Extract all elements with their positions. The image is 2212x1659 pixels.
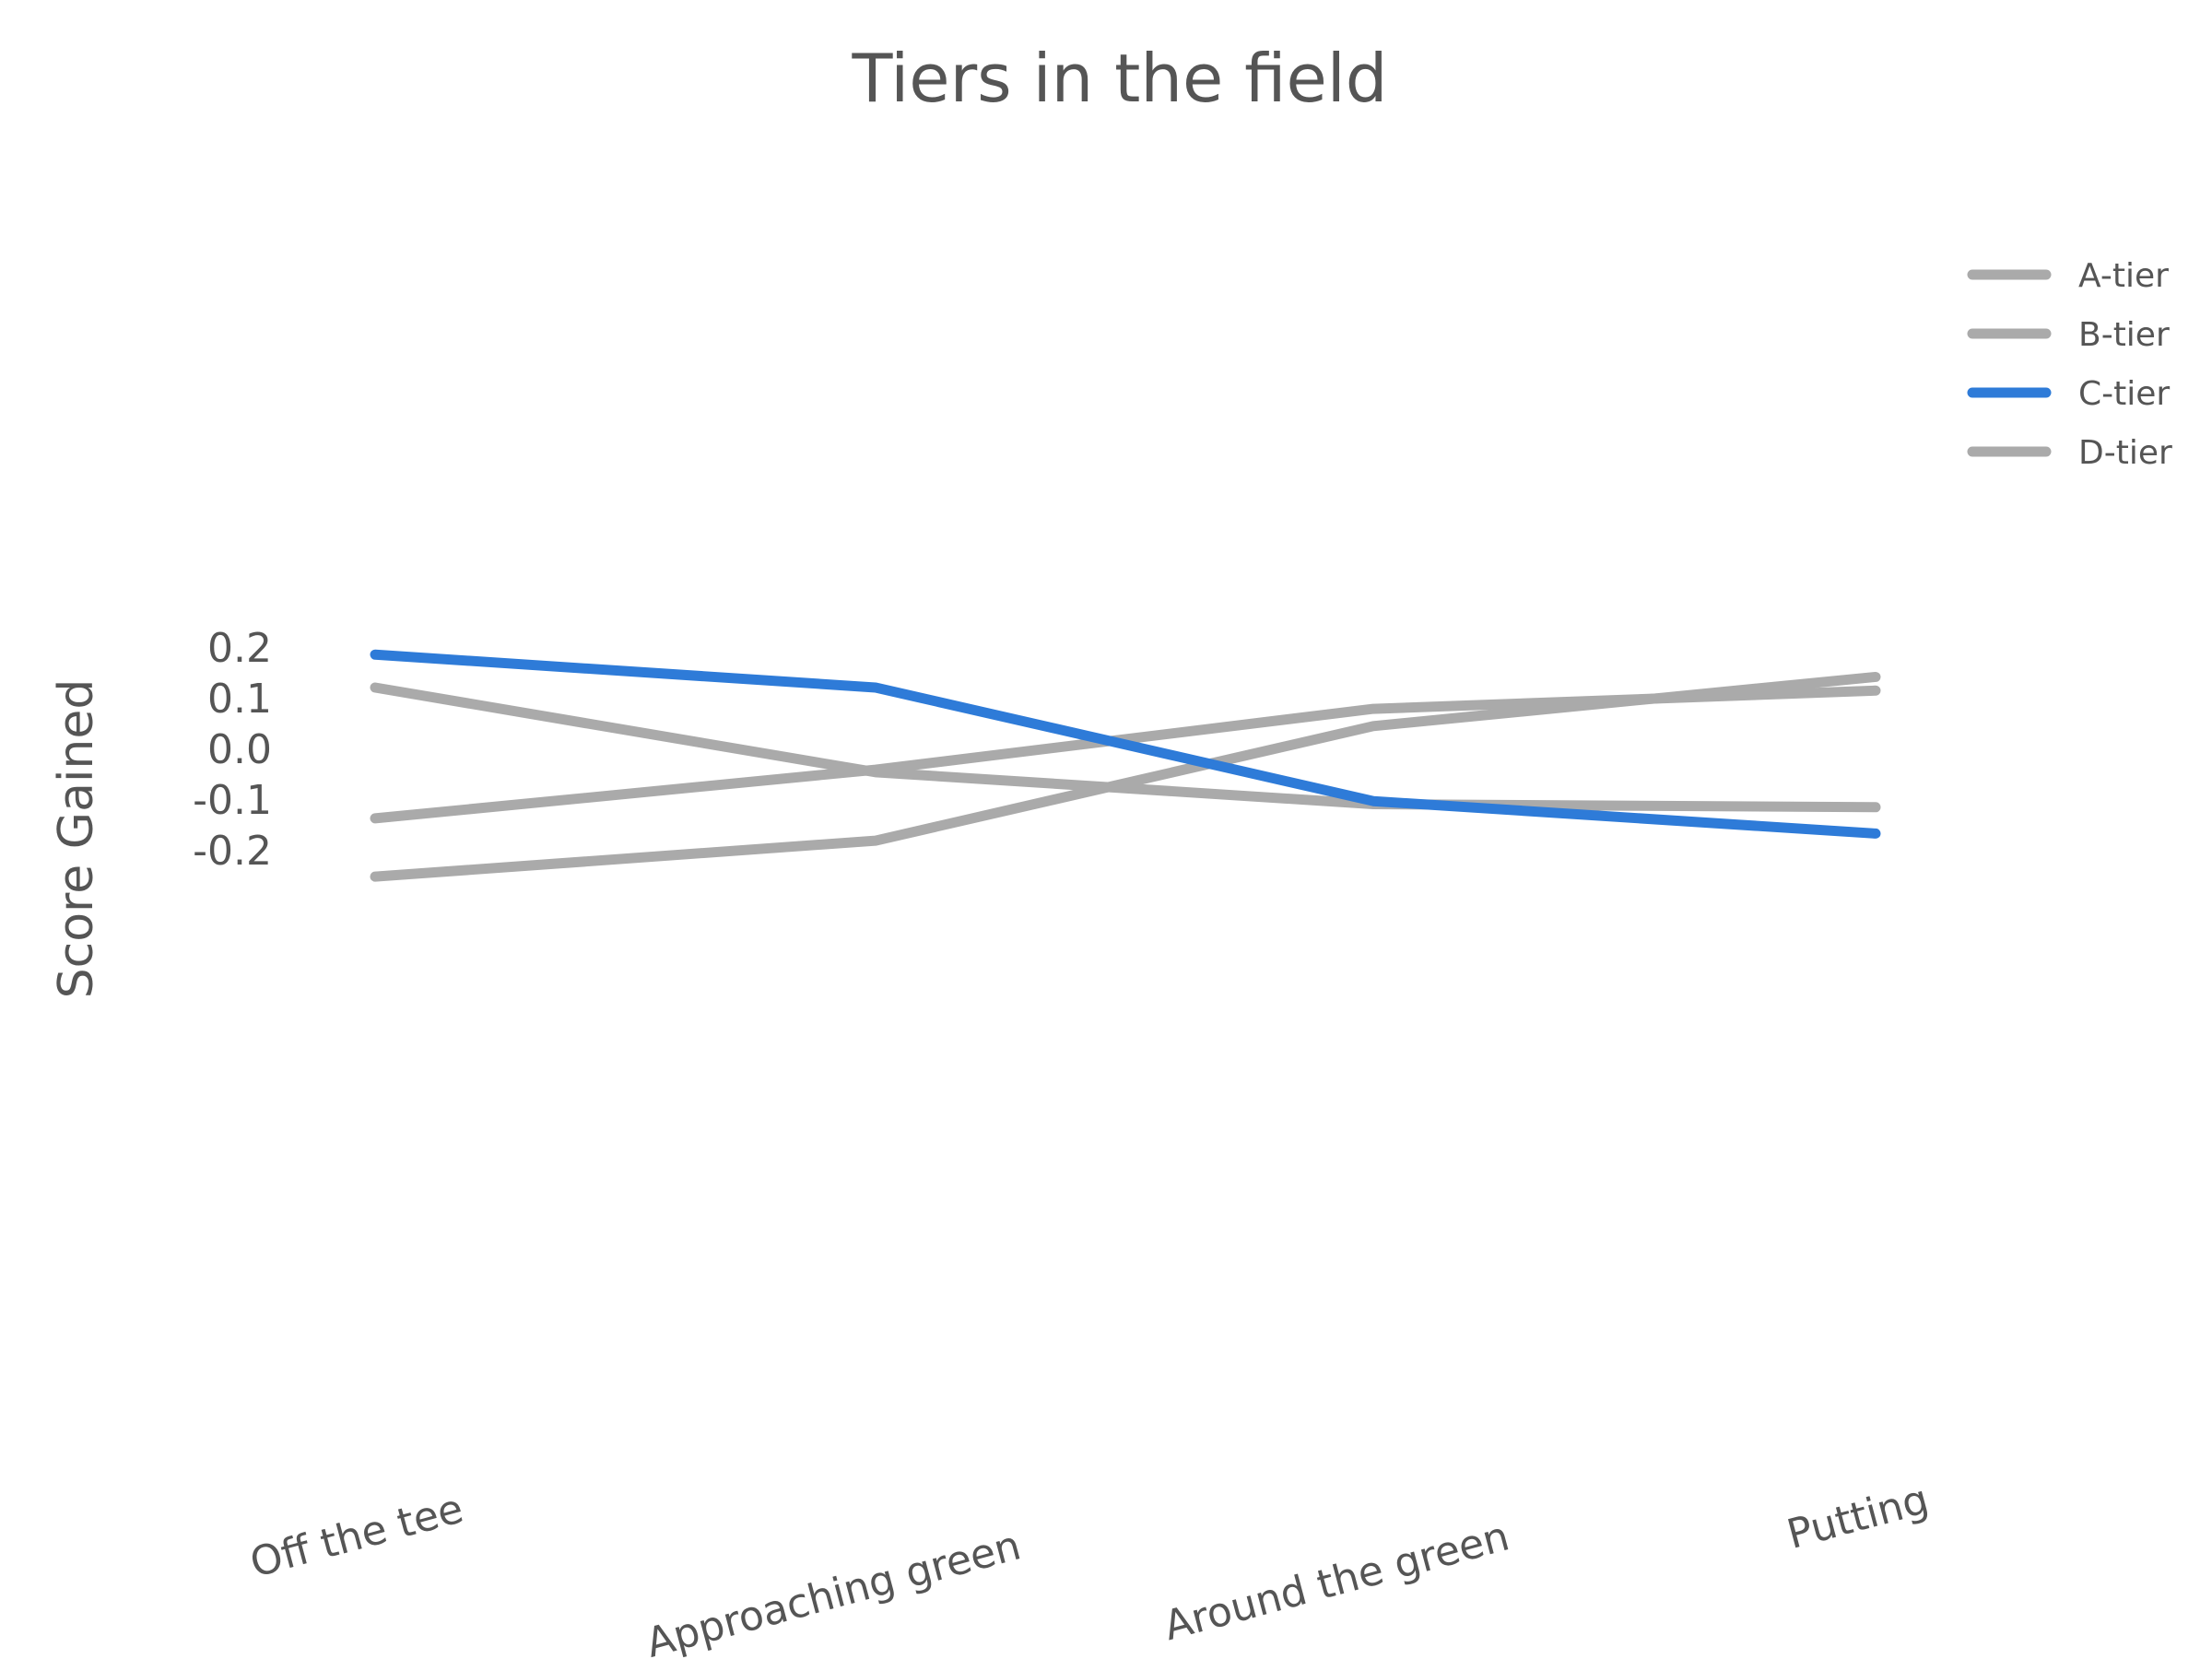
y-axis-ticks: 0.20.10.0-0.1-0.2 xyxy=(193,625,272,875)
y-tick-label: -0.1 xyxy=(193,777,272,824)
series-lines xyxy=(370,649,1881,882)
legend: A-tier B-tier C-tier D-tier xyxy=(1967,257,2172,472)
y-tick-label: 0.0 xyxy=(207,726,272,773)
series-line-c-tier xyxy=(370,649,1881,839)
series-line-d-tier xyxy=(370,671,1881,882)
series-line-b-tier xyxy=(370,685,1881,824)
chart-title: Tiers in the field xyxy=(852,40,1388,117)
x-tick-label: Off the tee xyxy=(245,1485,468,1586)
y-axis-label: Score Gained xyxy=(49,679,104,999)
x-tick-label: Putting xyxy=(1783,1476,1934,1559)
legend-label-a-tier: A-tier xyxy=(2078,257,2169,295)
legend-label-d-tier: D-tier xyxy=(2078,434,2172,472)
y-tick-label: 0.2 xyxy=(207,625,272,672)
y-tick-label: -0.2 xyxy=(193,828,272,875)
y-tick-label: 0.1 xyxy=(207,676,272,723)
x-tick-label: Around the green xyxy=(1159,1512,1514,1650)
legend-label-c-tier: C-tier xyxy=(2078,375,2170,413)
legend-label-b-tier: B-tier xyxy=(2078,316,2170,354)
x-tick-label: Approaching green xyxy=(641,1522,1026,1659)
x-axis-ticks: Off the tee Approaching green Around the g… xyxy=(245,1476,1934,1659)
